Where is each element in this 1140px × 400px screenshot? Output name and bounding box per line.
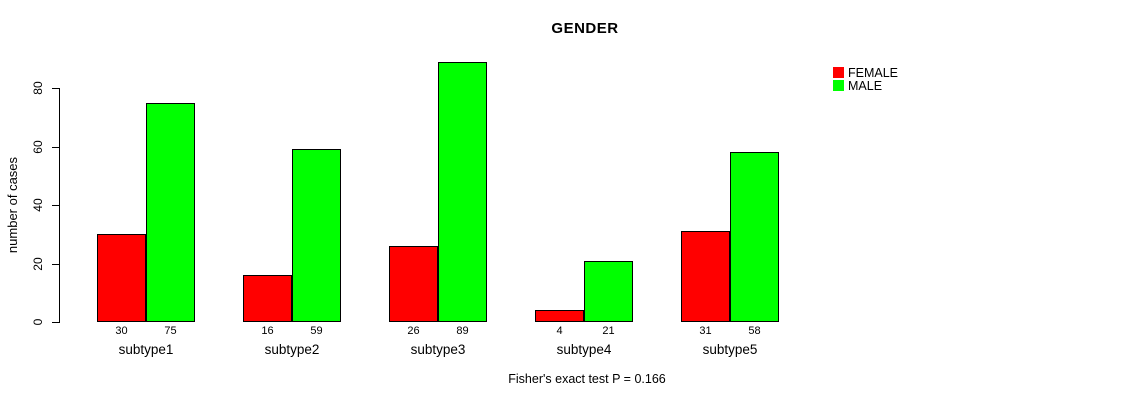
bar-female-subtype5 [681,231,730,322]
bar-female-subtype4 [535,310,584,322]
bar-male-subtype4 [584,261,633,322]
y-axis-tick-label: 80 [31,81,45,95]
y-axis-tick-label: 40 [31,198,45,212]
legend-swatch-female [833,67,844,78]
x-category-label-subtype2: subtype2 [264,342,320,357]
x-category-label-subtype4: subtype4 [556,342,612,357]
y-axis-tick [52,322,59,323]
y-axis-line [59,88,60,323]
bar-male-subtype3 [438,62,487,322]
bar-male-subtype1 [146,103,195,322]
bar-female-subtype2 [243,275,292,322]
y-axis-tick-label: 20 [31,256,45,271]
bar-value-label-female-subtype2: 16 [261,325,274,337]
bar-female-subtype1 [97,234,146,322]
bar-value-label-female-subtype5: 31 [699,325,712,337]
y-axis-tick [52,146,59,148]
legend-item-male: MALE [833,78,898,93]
bar-male-subtype5 [730,152,779,322]
x-category-label-subtype3: subtype3 [410,342,466,357]
y-axis-label: number of cases [5,156,20,254]
x-category-label-subtype5: subtype5 [702,342,758,357]
legend-item-female: FEMALE [833,65,899,80]
y-axis-tick [52,88,59,89]
stats-caption: Fisher's exact test P = 0.166 [508,372,666,386]
legend-label-male: MALE [848,78,883,93]
bar-female-subtype3 [389,246,438,322]
bar-value-label-female-subtype4: 4 [556,325,563,337]
y-axis-tick-label: 60 [31,139,45,154]
y-axis-tick [52,263,59,265]
bar-value-label-male-subtype1: 75 [164,325,177,337]
legend: FEMALE MALE [833,65,899,93]
bar-value-label-male-subtype5: 58 [748,325,761,337]
bar-value-label-male-subtype3: 89 [456,325,469,337]
bar-value-label-female-subtype3: 26 [407,325,420,337]
chart-title: GENDER [551,20,619,37]
legend-swatch-male [833,80,844,91]
y-axis-tick-label: 0 [31,318,45,326]
bar-male-subtype2 [292,149,341,322]
bar-value-label-male-subtype4: 21 [602,325,615,337]
bar-value-label-female-subtype1: 30 [115,325,128,337]
legend-label-female: FEMALE [848,65,899,80]
y-axis-tick [52,205,59,206]
bar-value-label-male-subtype2: 59 [310,325,323,337]
x-category-label-subtype1: subtype1 [118,342,174,357]
